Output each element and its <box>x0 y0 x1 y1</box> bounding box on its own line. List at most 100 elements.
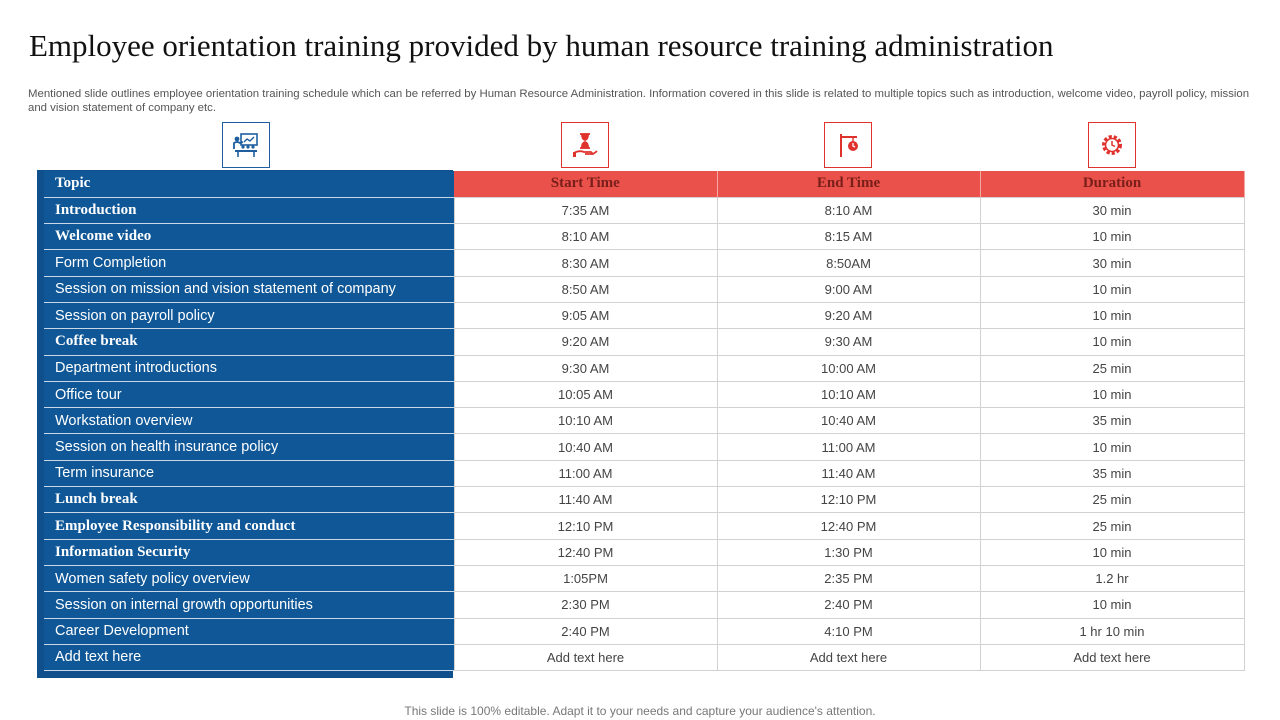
presentation-icon <box>233 133 258 157</box>
duration-cell: 1 hr 10 min <box>979 617 1245 645</box>
end-time-cell: 8:10 AM <box>716 196 981 225</box>
end-time-cell: 11:40 AM <box>716 459 981 488</box>
start-time-cell: 12:40 PM <box>453 538 718 566</box>
end-time-cell: 10:00 AM <box>716 354 981 382</box>
topic-cell: Coffee break <box>44 328 454 356</box>
topic-cell: Career Development <box>44 618 454 645</box>
start-time-cell: 9:30 AM <box>453 354 718 382</box>
end-time-cell: 9:30 AM <box>716 328 981 356</box>
duration-cell: 35 min <box>979 459 1245 488</box>
hourglass-hand-icon <box>573 133 598 157</box>
start-time-cell: 2:40 PM <box>453 617 718 645</box>
table-row: Employee Responsibility and conduct 12:10… <box>44 512 1245 540</box>
topic-cell: Workstation overview <box>44 407 454 435</box>
end-time-cell: 9:20 AM <box>716 301 981 330</box>
schedule-table: Topic Start Time End Time Duration Intro… <box>44 171 1245 672</box>
start-time-cell: 11:00 AM <box>453 459 718 488</box>
table-row: Coffee break 9:20 AM 9:30 AM 10 min <box>44 328 1245 356</box>
start-time-cell: 1:05PM <box>453 564 718 593</box>
end-time-cell: 9:00 AM <box>716 275 981 303</box>
signboard-clock-icon <box>840 134 858 157</box>
table-row: Session on health insurance policy 10:40 … <box>44 433 1245 461</box>
topic-cell: Information Security <box>44 539 454 566</box>
end-time-cell: 1:30 PM <box>716 538 981 566</box>
table-row: Women safety policy overview 1:05PM 2:35 P… <box>44 564 1245 593</box>
end-time-cell: 8:50AM <box>716 249 981 277</box>
duration-cell: 10 min <box>979 433 1245 461</box>
gear-clock-icon <box>1102 135 1122 155</box>
table-row: Information Security 12:40 PM 1:30 PM 10 mi… <box>44 538 1245 566</box>
start-time-cell: Add text here <box>453 643 718 672</box>
start-time-cell: 8:30 AM <box>453 249 718 277</box>
duration-cell: 10 min <box>979 275 1245 303</box>
duration-cell: 25 min <box>979 486 1245 514</box>
topic-cell: Introduction <box>44 197 454 225</box>
start-time-cell: 12:10 PM <box>453 512 718 540</box>
topic-cell: Office tour <box>44 381 454 409</box>
start-time-cell: 9:05 AM <box>453 301 718 330</box>
end-time-cell: 2:40 PM <box>716 591 981 619</box>
table-row: Department introductions 9:30 AM 10:00 AM 2… <box>44 354 1245 382</box>
table-row: Introduction 7:35 AM 8:10 AM 30 min <box>44 196 1245 225</box>
end-time-cell: 2:35 PM <box>716 564 981 593</box>
presentation-icon-box <box>222 122 270 168</box>
table-header-row: Topic Start Time End Time Duration <box>44 171 1245 198</box>
duration-cell: 10 min <box>979 328 1245 356</box>
footer-note: This slide is 100% editable. Adapt it to… <box>404 704 876 718</box>
topic-cell: Add text here <box>44 644 454 672</box>
end-time-cell: 10:10 AM <box>716 380 981 409</box>
topic-cell: Welcome video <box>44 223 454 251</box>
start-time-cell: 10:40 AM <box>453 433 718 461</box>
topic-cell: Session on health insurance policy <box>44 433 454 461</box>
table-row: Office tour 10:05 AM 10:10 AM 10 min <box>44 380 1245 409</box>
slide-description: Mentioned slide outlines employee orient… <box>28 88 1250 114</box>
duration-cell: 25 min <box>979 512 1245 540</box>
start-time-cell: 11:40 AM <box>453 486 718 514</box>
topic-cell: Session on mission and vision statement … <box>44 276 454 303</box>
table-row: Term insurance 11:00 AM 11:40 AM 35 min <box>44 459 1245 488</box>
slide-title: Employee orientation training provided b… <box>29 28 1054 63</box>
duration-cell: 30 min <box>979 249 1245 277</box>
duration-cell: 10 min <box>979 591 1245 619</box>
start-time-cell: 7:35 AM <box>453 196 718 225</box>
topic-cell: Women safety policy overview <box>44 565 454 593</box>
end-time-cell: 10:40 AM <box>716 407 981 435</box>
header-start-time: Start Time <box>454 171 718 198</box>
start-time-cell: 8:10 AM <box>453 223 718 251</box>
start-time-cell: 10:05 AM <box>453 380 718 409</box>
end-time-cell: 4:10 PM <box>716 617 981 645</box>
table-row: Form Completion 8:30 AM 8:50AM 30 min <box>44 249 1245 277</box>
topic-cell: Term insurance <box>44 460 454 488</box>
duration-cell: 10 min <box>979 301 1245 330</box>
end-time-cell: 11:00 AM <box>716 433 981 461</box>
topic-cell: Session on internal growth opportunities <box>44 591 454 619</box>
header-topic: Topic <box>44 171 454 198</box>
end-time-cell: 8:15 AM <box>716 223 981 251</box>
duration-cell: 1.2 hr <box>979 564 1245 593</box>
end-time-cell: 12:40 PM <box>716 512 981 540</box>
start-time-cell: 8:50 AM <box>453 275 718 303</box>
duration-cell: 30 min <box>979 196 1245 225</box>
duration-cell: 25 min <box>979 354 1245 382</box>
table-row: Add text here Add text here Add text here A… <box>44 643 1245 672</box>
table-row: Session on payroll policy 9:05 AM 9:20 AM 1… <box>44 301 1245 330</box>
table-row: Lunch break 11:40 AM 12:10 PM 25 min <box>44 486 1245 514</box>
signboard-clock-icon-box <box>824 122 872 168</box>
duration-cell: 10 min <box>979 223 1245 251</box>
table-row: Welcome video 8:10 AM 8:15 AM 10 min <box>44 223 1245 251</box>
end-time-cell: 12:10 PM <box>716 486 981 514</box>
topic-cell: Lunch break <box>44 486 454 514</box>
table-row: Session on mission and vision statement … <box>44 275 1245 303</box>
topic-cell: Department introductions <box>44 355 454 382</box>
header-end-time: End Time <box>717 171 981 198</box>
table-row: Career Development 2:40 PM 4:10 PM 1 hr 10 … <box>44 617 1245 645</box>
start-time-cell: 10:10 AM <box>453 407 718 435</box>
topic-cell: Form Completion <box>44 249 454 277</box>
header-duration: Duration <box>980 171 1245 198</box>
table-row: Session on internal growth opportunities… <box>44 591 1245 619</box>
duration-cell: 35 min <box>979 407 1245 435</box>
hourglass-hand-icon-box <box>561 122 609 168</box>
duration-cell: 10 min <box>979 380 1245 409</box>
start-time-cell: 2:30 PM <box>453 591 718 619</box>
duration-cell: 10 min <box>979 538 1245 566</box>
